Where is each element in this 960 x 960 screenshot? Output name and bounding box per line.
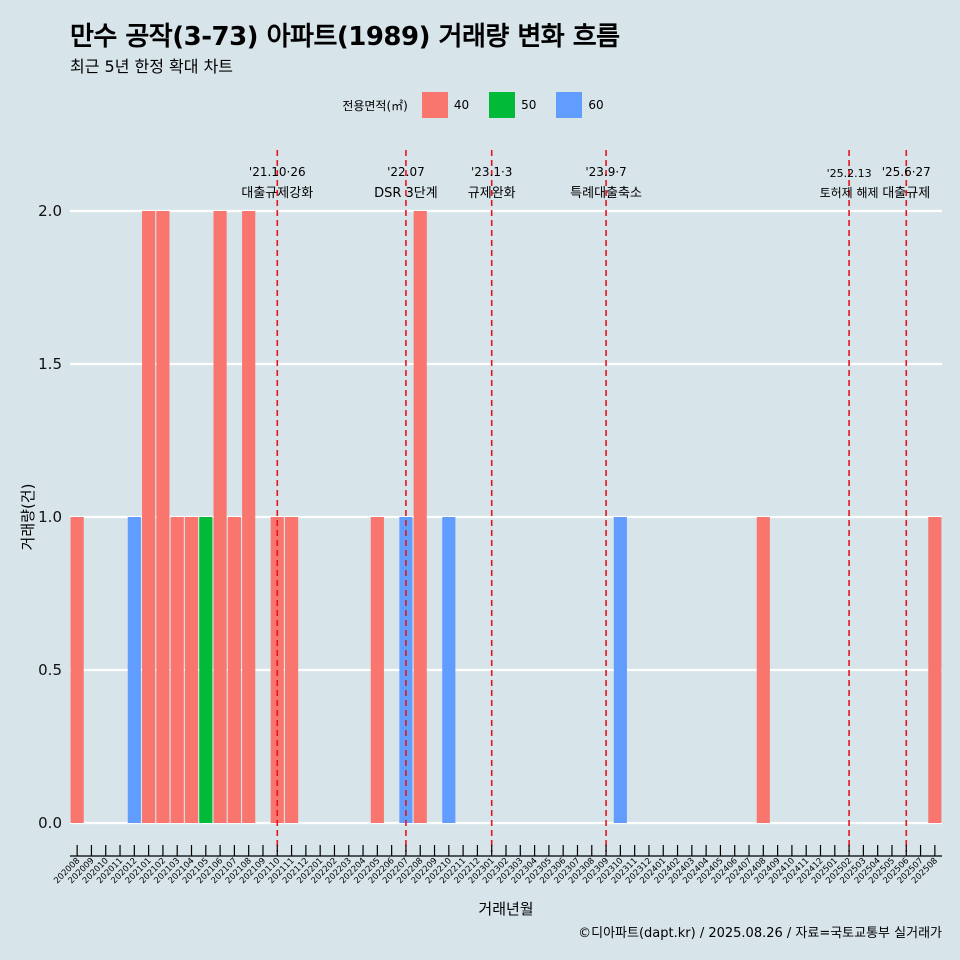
event-label-202502: 토허제 해제 [820,186,879,200]
y-tick-label: 0.0 [38,814,62,832]
legend: 전용면적(㎡) 40 50 60 [0,92,960,118]
x-axis-title: 거래년월 [478,900,533,918]
axis-layer: 2020082020092020102020112020122021012021… [52,845,942,886]
bar-202107-40 [227,517,241,823]
legend-item-40: 40 [421,92,483,118]
bar-202111-40 [284,517,299,823]
event-date-202207: '22.07 [387,165,425,179]
legend-swatch-60 [556,92,583,118]
y-tick-label: 0.5 [38,661,62,679]
bar-202310-60 [613,517,627,823]
event-date-202506: '25.6·27 [882,165,931,179]
event-label-202110: 대출규제강화 [241,186,313,201]
bar-202008-40 [70,517,84,823]
legend-swatch-50 [489,92,516,118]
y-tick-label: 1.5 [38,355,62,373]
legend-label-50: 50 [521,98,537,112]
bar-202210-60 [442,517,456,823]
chart-title: 만수 공작(3-73) 아파트(1989) 거래량 변화 흐름 [70,22,620,52]
legend-item-50: 50 [489,92,550,118]
bar-202208-40 [413,211,427,823]
bar-202103-40 [170,517,184,823]
bar-202104-40 [184,517,199,823]
bar-202105-50 [199,517,213,823]
event-label-202207: DSR 3단계 [374,186,438,201]
event-date-202309: '23.9·7 [585,165,626,179]
legend-label-60: 60 [588,98,604,112]
bar-202012-60 [127,517,141,823]
event-date-202301: '23.1·3 [471,165,512,179]
bar-202508-40 [928,517,942,823]
legend-item-60: 60 [556,92,617,118]
event-label-202309: 특례대출축소 [570,186,642,201]
legend-swatch-40 [421,92,448,118]
y-tick-label: 1.0 [38,508,62,526]
bar-202108-40 [242,211,256,823]
annotation-layer: '21.10·26 대출규제강화 '22.07 DSR 3단계 '23.1·3 규제완화 '… [241,150,931,852]
y-axis-title: 거래량(건) [19,484,37,551]
bar-202408-40 [756,517,770,823]
legend-title: 전용면적(㎡) [342,98,408,113]
bar-202106-40 [213,211,227,823]
event-date-202110: '21.10·26 [249,165,306,179]
bar-202102-40 [156,211,170,823]
legend-label-40: 40 [453,98,470,112]
bar-202205-40 [370,517,384,823]
event-date-202502: '25.2.13 [827,167,872,180]
y-tick-label: 2.0 [38,202,62,220]
chart-caption: ©디아파트(dapt.kr) / 2025.08.26 / 자료=국토교통부 실… [578,926,942,941]
bar-202101-40 [142,211,156,823]
chart-subtitle: 최근 5년 한정 확대 차트 [70,57,234,76]
event-label-202506: 대출규제 [882,186,930,201]
event-label-202301: 규제완화 [468,186,516,201]
